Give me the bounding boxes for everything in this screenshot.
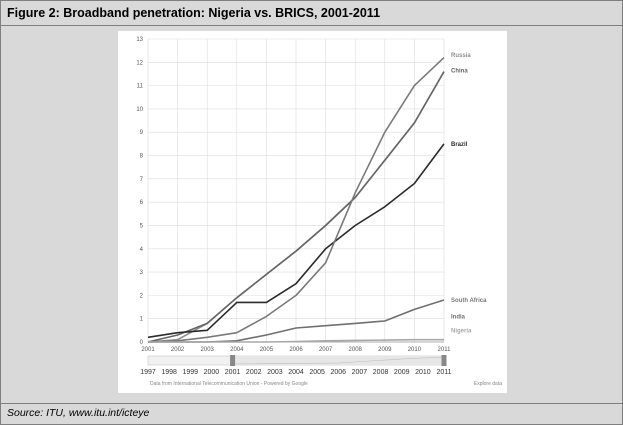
x-tick-label: 2009 [378,347,392,353]
timeline-year-label: 2010 [415,369,431,376]
y-tick-label: 10 [136,107,143,113]
series-line-brazil [147,143,445,339]
y-tick-label: 5 [140,223,144,229]
chart-grid [147,38,445,343]
figure-source: Source: ITU, www.itu.int/icteye [7,407,150,419]
x-tick-label: 2004 [230,347,244,353]
y-tick-label: 9 [140,130,144,136]
y-tick-label: 3 [140,270,144,276]
data-attribution: Data from International Telecommunicatio… [150,381,308,387]
timeline-start-handle[interactable] [230,355,236,366]
timeline-year-label: 2005 [309,369,325,376]
explore-data-link[interactable]: Explore data [474,381,502,387]
x-tick-label: 2003 [201,347,215,353]
series-label-india: India [451,314,466,320]
x-tick-label: 2002 [171,347,185,353]
source-divider [1,403,622,404]
series-label-south-africa: South Africa [451,298,487,304]
y-tick-label: 13 [136,37,143,43]
timeline-year-label: 2001 [225,369,241,376]
series-label-china: China [451,69,468,75]
x-tick-label: 2006 [289,347,303,353]
y-tick-label: 2 [140,293,144,299]
timeline-slider[interactable]: 1997 1998 1999 2000 2001 2002 2003 2004 2005 2006… [140,355,452,376]
y-tick-label: 11 [137,84,144,90]
chart-footer: Data from International Telecommunicatio… [150,381,502,387]
y-tick-label: 12 [136,60,143,66]
timeline-year-label: 2003 [267,369,283,376]
x-tick-label: 2001 [141,347,155,353]
chart-series [147,57,445,343]
y-tick-label: 6 [140,200,144,206]
timeline-year-label: 2006 [330,369,346,376]
timeline-year-label: 2007 [352,369,368,376]
timeline-end-handle[interactable] [441,355,447,366]
timeline-sparkline [232,356,445,365]
x-tick-label: 2008 [349,347,363,353]
series-line-china [147,71,445,343]
timeline-year-label: 2002 [246,369,262,376]
series-label-brazil: Brazil [451,142,468,148]
y-tick-label: 0 [140,340,144,346]
timeline-year-label: 2009 [394,369,410,376]
timeline-year-label: 2011 [436,369,451,376]
timeline-year-label: 2000 [204,369,220,376]
timeline-year-label: 1997 [140,369,156,376]
figure-title: Figure 2: Broadband penetration: Nigeria… [7,6,381,20]
x-tick-label: 2010 [408,347,422,353]
y-tick-label: 8 [140,154,144,160]
timeline-year-label: 1998 [161,369,177,376]
series-line-south-africa [147,57,445,343]
x-tick-label: 2011 [438,347,452,353]
series-line-nigeria [148,338,444,343]
timeline-selected-range [232,356,444,365]
y-tick-label: 1 [140,317,144,323]
y-tick-label: 4 [140,247,144,253]
x-tick-label: 2005 [260,347,274,353]
y-tick-label: 7 [140,177,144,183]
series-label-nigeria: Nigeria [451,329,472,335]
chart-series-labels: Russia China Brazil South Africa India Nigeri… [451,53,487,335]
title-divider [1,25,622,26]
series-label-russia: Russia [451,53,471,59]
timeline-year-label: 2008 [373,369,389,376]
timeline-year-label: 2004 [288,369,304,376]
timeline-year-label: 1999 [182,369,198,376]
x-tick-label: 2007 [319,347,333,353]
